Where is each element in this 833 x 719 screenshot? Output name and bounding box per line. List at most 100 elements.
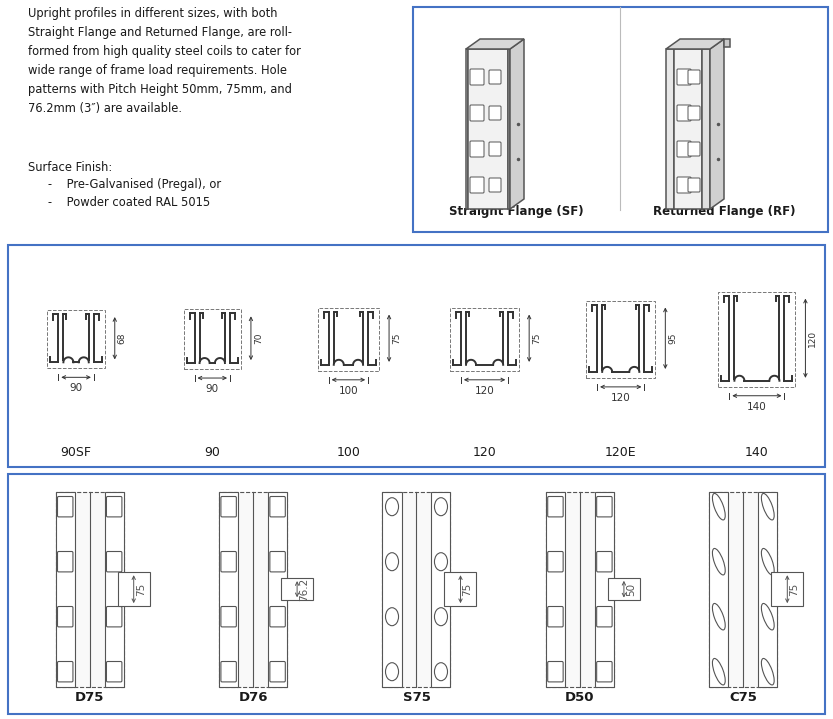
Text: 140: 140 (747, 402, 767, 412)
FancyBboxPatch shape (596, 607, 612, 627)
Ellipse shape (386, 498, 398, 516)
Bar (382, 492, 402, 687)
Bar (317, 308, 379, 371)
FancyBboxPatch shape (57, 551, 73, 572)
Bar (268, 492, 287, 687)
Bar (758, 492, 777, 687)
FancyBboxPatch shape (688, 142, 700, 156)
Text: D50: D50 (565, 691, 595, 704)
Bar (219, 492, 287, 687)
Ellipse shape (761, 603, 774, 630)
FancyBboxPatch shape (57, 661, 73, 682)
FancyBboxPatch shape (489, 178, 501, 192)
Text: 120: 120 (475, 386, 495, 395)
Text: 140: 140 (745, 446, 769, 459)
Text: 90SF: 90SF (61, 446, 92, 459)
Ellipse shape (435, 608, 447, 626)
FancyBboxPatch shape (470, 177, 484, 193)
Text: 75: 75 (532, 332, 541, 344)
Text: Upright profiles in different sizes, with both
Straight Flange and Returned Flan: Upright profiles in different sizes, wit… (28, 7, 301, 115)
Bar (595, 492, 614, 687)
Bar (8, 245, 825, 467)
FancyBboxPatch shape (548, 607, 563, 627)
Ellipse shape (435, 553, 447, 571)
FancyBboxPatch shape (548, 497, 563, 517)
Bar (117, 572, 150, 606)
FancyBboxPatch shape (270, 607, 285, 627)
Bar (47, 310, 105, 368)
Text: 75: 75 (462, 582, 472, 596)
FancyBboxPatch shape (107, 661, 122, 682)
FancyBboxPatch shape (107, 551, 122, 572)
Bar (105, 492, 123, 687)
Text: Surface Finish:: Surface Finish: (28, 161, 112, 174)
FancyBboxPatch shape (107, 497, 122, 517)
Polygon shape (666, 49, 674, 209)
Polygon shape (666, 39, 724, 49)
FancyBboxPatch shape (688, 70, 700, 84)
Text: 50: 50 (626, 582, 636, 596)
Text: 76.2: 76.2 (299, 577, 309, 601)
Ellipse shape (386, 608, 398, 626)
Text: -    Powder coated RAL 5015: - Powder coated RAL 5015 (48, 196, 210, 209)
Polygon shape (466, 49, 468, 209)
FancyBboxPatch shape (688, 106, 700, 120)
FancyBboxPatch shape (677, 141, 691, 157)
Text: 70: 70 (254, 332, 263, 344)
Ellipse shape (712, 493, 726, 520)
Ellipse shape (761, 659, 774, 685)
FancyBboxPatch shape (270, 661, 285, 682)
FancyBboxPatch shape (677, 69, 691, 85)
Bar (718, 292, 796, 387)
FancyBboxPatch shape (221, 607, 237, 627)
Bar (56, 492, 75, 687)
Text: Straight Flange (SF): Straight Flange (SF) (450, 205, 584, 218)
Ellipse shape (712, 603, 726, 630)
Text: D75: D75 (75, 691, 104, 704)
Text: 68: 68 (117, 332, 127, 344)
FancyBboxPatch shape (548, 551, 563, 572)
Ellipse shape (386, 663, 398, 681)
Ellipse shape (386, 553, 398, 571)
Bar (281, 578, 313, 600)
FancyBboxPatch shape (489, 106, 501, 120)
Text: 90: 90 (204, 446, 220, 459)
FancyBboxPatch shape (596, 551, 612, 572)
FancyBboxPatch shape (677, 177, 691, 193)
FancyBboxPatch shape (470, 69, 484, 85)
Text: 120: 120 (611, 393, 631, 403)
Bar (183, 309, 241, 369)
Bar (445, 572, 476, 606)
Bar (413, 7, 828, 232)
Bar (546, 492, 614, 687)
Bar (710, 492, 728, 687)
Polygon shape (702, 49, 710, 209)
Text: -    Pre-Galvanised (Pregal), or: - Pre-Galvanised (Pregal), or (48, 178, 221, 191)
FancyBboxPatch shape (596, 661, 612, 682)
Text: 95: 95 (668, 332, 677, 344)
Bar (450, 308, 519, 371)
Text: 75: 75 (790, 582, 800, 596)
FancyBboxPatch shape (221, 551, 237, 572)
Polygon shape (724, 39, 730, 47)
Polygon shape (468, 49, 508, 209)
FancyBboxPatch shape (470, 105, 484, 121)
FancyBboxPatch shape (596, 497, 612, 517)
Ellipse shape (435, 498, 447, 516)
Ellipse shape (435, 663, 447, 681)
Bar (431, 492, 451, 687)
FancyBboxPatch shape (221, 661, 237, 682)
Bar (382, 492, 451, 687)
FancyBboxPatch shape (270, 497, 285, 517)
Text: C75: C75 (730, 691, 757, 704)
Text: Returned Flange (RF): Returned Flange (RF) (653, 205, 796, 218)
FancyBboxPatch shape (548, 661, 563, 682)
FancyBboxPatch shape (489, 142, 501, 156)
Text: 90: 90 (206, 384, 219, 394)
Ellipse shape (712, 659, 726, 685)
Text: 75: 75 (392, 332, 401, 344)
Bar (608, 578, 640, 600)
Bar (56, 492, 123, 687)
FancyBboxPatch shape (677, 105, 691, 121)
Bar (586, 301, 656, 378)
